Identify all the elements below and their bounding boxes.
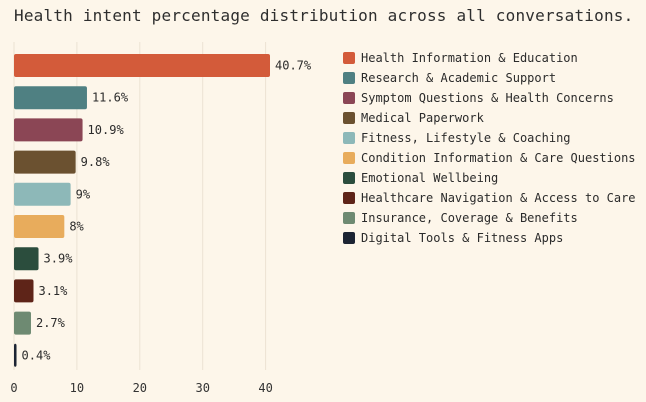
legend-label: Healthcare Navigation & Access to Care <box>361 191 636 205</box>
bar-value-label: 3.9% <box>44 252 74 266</box>
x-tick-label: 30 <box>195 381 209 395</box>
legend-swatch <box>343 52 355 64</box>
legend-label: Health Information & Education <box>361 51 578 65</box>
legend-swatch <box>343 172 355 184</box>
bar <box>14 54 271 77</box>
bar <box>14 247 39 271</box>
chart-legend: Health Information & Education Research &… <box>343 48 636 248</box>
bar-value-label: 0.4% <box>22 348 52 362</box>
bar-value-label: 9.8% <box>81 155 111 169</box>
x-tick-label: 40 <box>258 381 272 395</box>
bar-value-label: 9% <box>76 187 91 201</box>
legend-label: Emotional Wellbeing <box>361 171 499 185</box>
legend-swatch <box>343 152 355 164</box>
legend-swatch <box>343 112 355 124</box>
legend-swatch <box>343 192 355 204</box>
bar-value-label: 2.7% <box>36 316 66 330</box>
bar <box>14 311 31 335</box>
bar <box>14 118 83 142</box>
legend-label: Digital Tools & Fitness Apps <box>361 231 564 245</box>
bar <box>14 86 87 110</box>
legend-label: Research & Academic Support <box>361 71 557 85</box>
legend-item: Symptom Questions & Health Concerns <box>343 88 636 108</box>
legend-label: Medical Paperwork <box>361 111 484 125</box>
x-tick-label: 0 <box>10 381 17 395</box>
x-tick-label: 10 <box>70 381 84 395</box>
bar <box>14 343 17 367</box>
legend-item: Research & Academic Support <box>343 68 636 88</box>
bar <box>14 182 71 206</box>
legend-item: Condition Information & Care Questions <box>343 148 636 168</box>
legend-swatch <box>343 92 355 104</box>
chart-title: Health intent percentage distribution ac… <box>14 6 634 25</box>
legend-item: Healthcare Navigation & Access to Care <box>343 188 636 208</box>
legend-swatch <box>343 232 355 244</box>
bar-value-label: 11.6% <box>92 91 129 105</box>
bar-value-label: 40.7% <box>275 59 312 73</box>
legend-swatch <box>343 72 355 84</box>
legend-label: Fitness, Lifestyle & Coaching <box>361 131 571 145</box>
legend-label: Condition Information & Care Questions <box>361 151 636 165</box>
bar-value-label: 10.9% <box>88 123 125 137</box>
bar-value-label: 8% <box>69 220 84 234</box>
legend-item: Emotional Wellbeing <box>343 168 636 188</box>
legend-label: Insurance, Coverage & Benefits <box>361 211 578 225</box>
x-tick-label: 20 <box>133 381 147 395</box>
legend-item: Medical Paperwork <box>343 108 636 128</box>
legend-item: Health Information & Education <box>343 48 636 68</box>
bar-value-label: 3.1% <box>38 284 68 298</box>
legend-item: Digital Tools & Fitness Apps <box>343 228 636 248</box>
legend-swatch <box>343 212 355 224</box>
bar <box>14 279 34 303</box>
bar <box>14 150 76 174</box>
bar <box>14 215 65 238</box>
legend-swatch <box>343 132 355 144</box>
legend-label: Symptom Questions & Health Concerns <box>361 91 614 105</box>
legend-item: Fitness, Lifestyle & Coaching <box>343 128 636 148</box>
legend-item: Insurance, Coverage & Benefits <box>343 208 636 228</box>
